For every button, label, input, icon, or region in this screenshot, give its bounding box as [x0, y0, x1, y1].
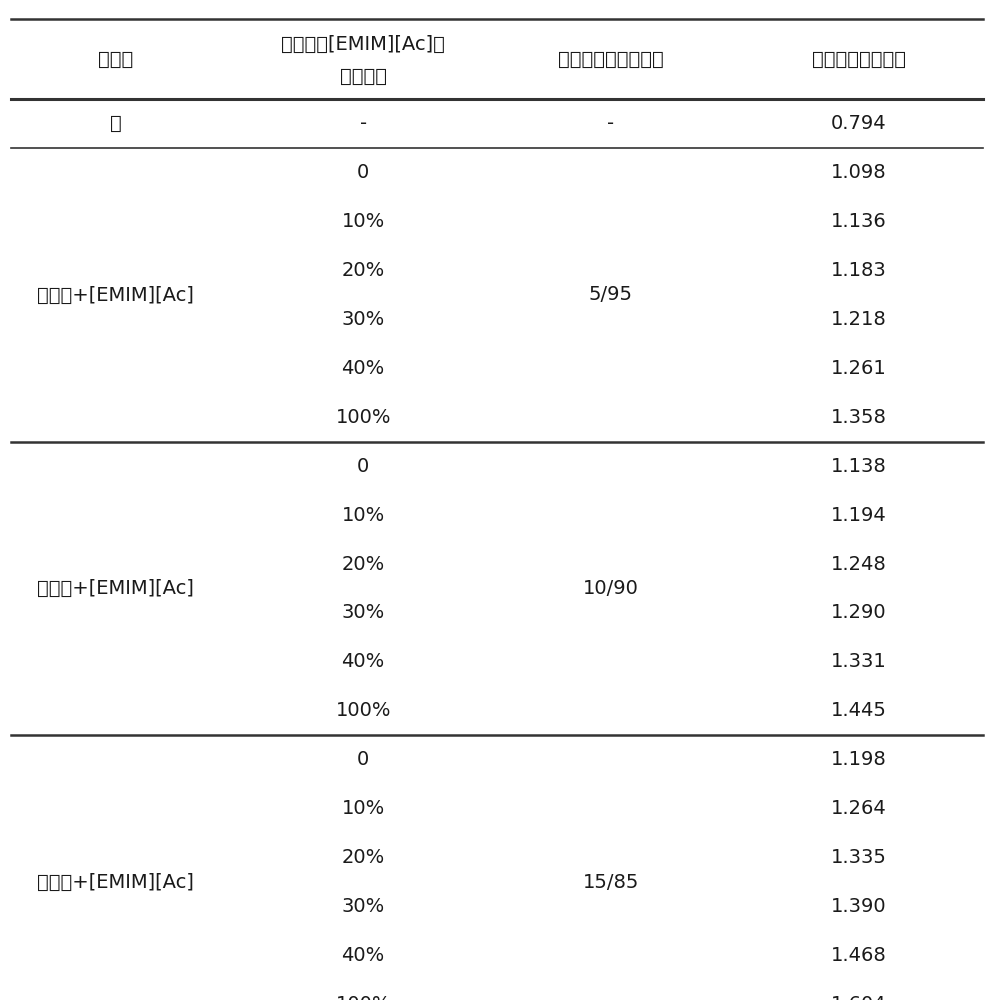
Text: 乙二醇+[EMIM][Ac]: 乙二醇+[EMIM][Ac]	[37, 285, 194, 304]
Text: 0: 0	[357, 750, 370, 769]
Text: 1.358: 1.358	[831, 408, 887, 427]
Text: 100%: 100%	[335, 701, 391, 720]
Text: 30%: 30%	[342, 897, 385, 916]
Text: 乙醇对水的选择性: 乙醇对水的选择性	[812, 50, 906, 69]
Text: 30%: 30%	[342, 310, 385, 329]
Text: 萃取剂: 萃取剂	[97, 50, 133, 69]
Text: 萃取剂与原料摩尔比: 萃取剂与原料摩尔比	[558, 50, 664, 69]
Text: 1.445: 1.445	[831, 701, 887, 720]
Text: 萃取剂中[EMIM][Ac]的: 萃取剂中[EMIM][Ac]的	[281, 35, 445, 54]
Text: 1.261: 1.261	[831, 359, 887, 378]
Text: 10%: 10%	[342, 212, 385, 231]
Text: 30%: 30%	[342, 603, 385, 622]
Text: 1.218: 1.218	[831, 310, 887, 329]
Text: 0: 0	[357, 457, 370, 476]
Text: 无: 无	[109, 114, 121, 133]
Text: 1.264: 1.264	[831, 799, 887, 818]
Text: 100%: 100%	[335, 408, 391, 427]
Text: 40%: 40%	[342, 359, 385, 378]
Text: 1.468: 1.468	[831, 946, 887, 965]
Text: 40%: 40%	[342, 652, 385, 671]
Text: 乙二醇+[EMIM][Ac]: 乙二醇+[EMIM][Ac]	[37, 579, 194, 598]
Text: 0: 0	[357, 163, 370, 182]
Text: 1.390: 1.390	[831, 897, 887, 916]
Text: 1.194: 1.194	[831, 506, 887, 525]
Text: 1.198: 1.198	[831, 750, 887, 769]
Text: 1.290: 1.290	[831, 603, 887, 622]
Text: 10%: 10%	[342, 506, 385, 525]
Text: 1.331: 1.331	[831, 652, 887, 671]
Text: 10/90: 10/90	[583, 579, 639, 598]
Text: 40%: 40%	[342, 946, 385, 965]
Text: 20%: 20%	[342, 848, 385, 867]
Text: 100%: 100%	[335, 995, 391, 1000]
Text: 质量分数: 质量分数	[340, 67, 387, 86]
Text: 0.794: 0.794	[831, 114, 887, 133]
Text: 20%: 20%	[342, 555, 385, 574]
Text: -: -	[607, 114, 614, 133]
Text: 1.183: 1.183	[831, 261, 887, 280]
Text: 15/85: 15/85	[582, 873, 639, 892]
Text: 1.248: 1.248	[831, 555, 887, 574]
Text: 1.604: 1.604	[831, 995, 887, 1000]
Text: 1.138: 1.138	[831, 457, 887, 476]
Text: 1.335: 1.335	[831, 848, 887, 867]
Text: 5/95: 5/95	[589, 285, 633, 304]
Text: 20%: 20%	[342, 261, 385, 280]
Text: 10%: 10%	[342, 799, 385, 818]
Text: -: -	[360, 114, 367, 133]
Text: 乙二醇+[EMIM][Ac]: 乙二醇+[EMIM][Ac]	[37, 873, 194, 892]
Text: 1.136: 1.136	[831, 212, 887, 231]
Text: 1.098: 1.098	[831, 163, 887, 182]
